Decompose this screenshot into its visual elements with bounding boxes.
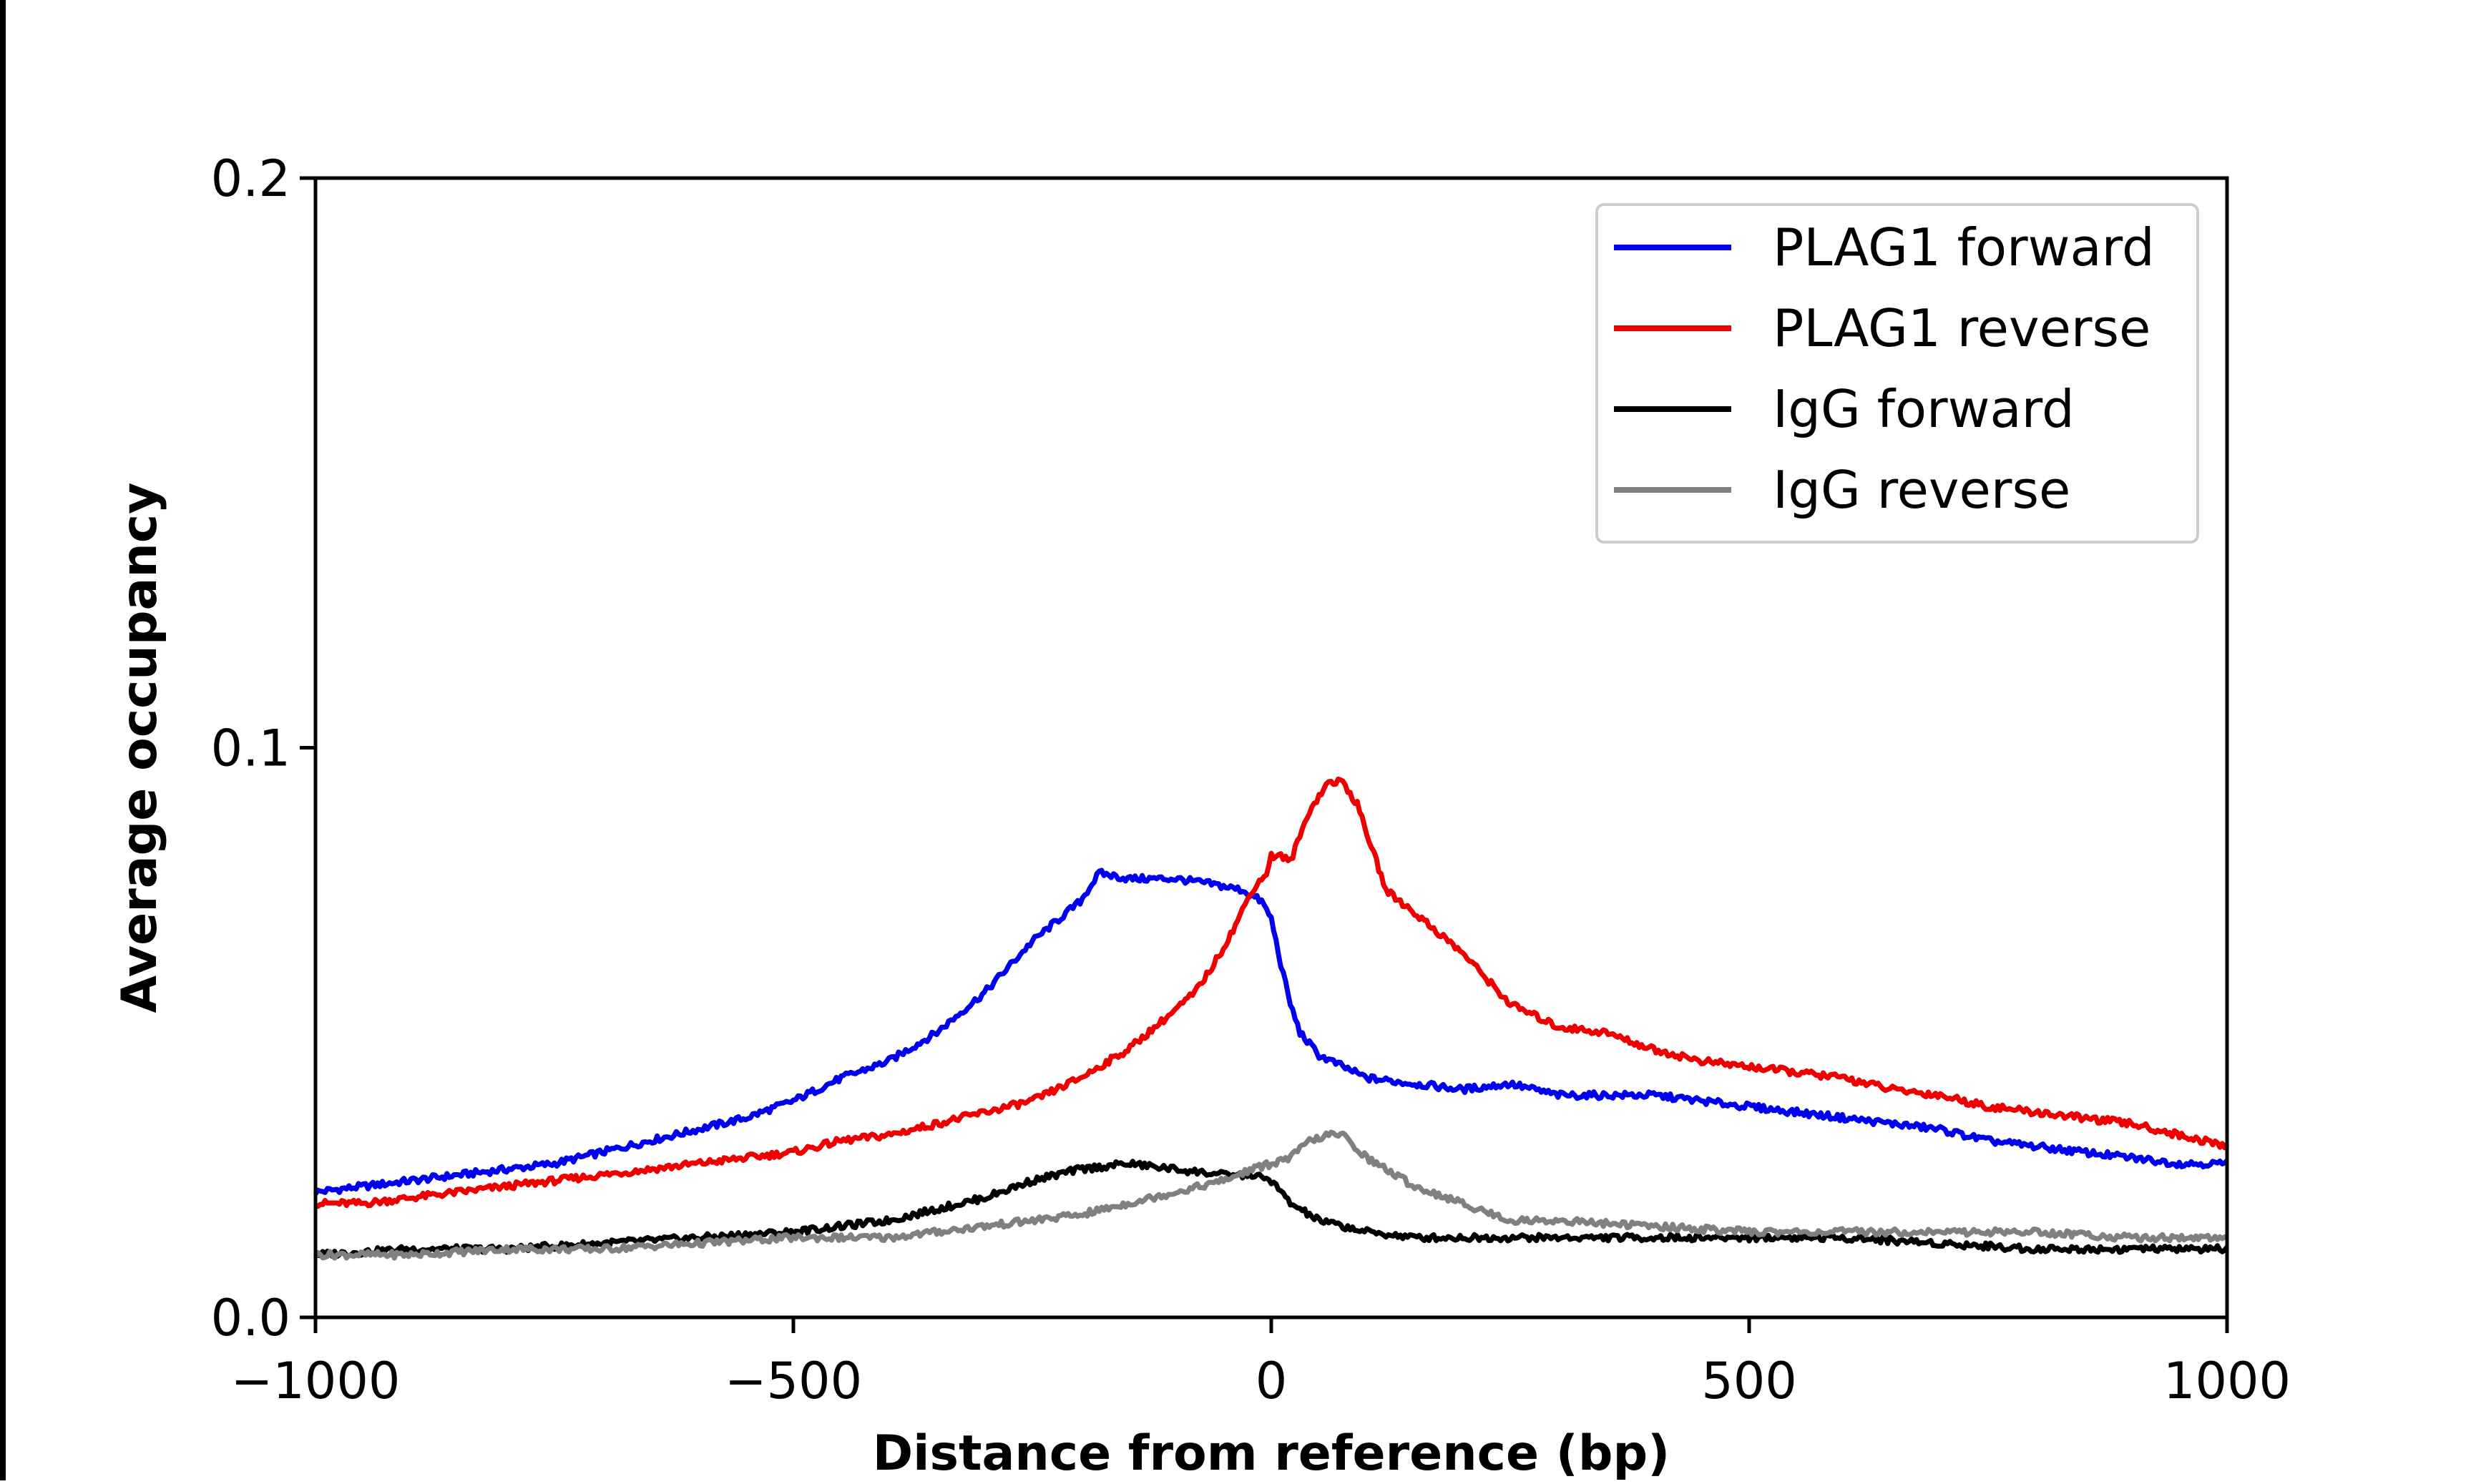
x-axis-ticks: −1000 −500 0 500 1000 bbox=[231, 1317, 2291, 1410]
legend-entry-label: PLAG1 reverse bbox=[1773, 298, 2150, 358]
x-axis-label: Distance from reference (bp) bbox=[873, 1425, 1670, 1480]
series-layer bbox=[313, 776, 2230, 1261]
y-axis-label: Average occupancy bbox=[112, 483, 168, 1013]
y-axis-ticks: 0.0 0.1 0.2 bbox=[211, 149, 315, 1347]
series-line-plag1-forward bbox=[313, 868, 2229, 1196]
legend: PLAG1 forward PLAG1 reverse IgG forward IgG… bbox=[1595, 203, 2199, 544]
x-tick-label: −500 bbox=[725, 1352, 862, 1410]
legend-entry-label: IgG reverse bbox=[1773, 460, 2070, 520]
y-tick-label: 0.2 bbox=[211, 149, 290, 208]
x-tick-label: 1000 bbox=[2163, 1352, 2291, 1410]
x-tick-label: −1000 bbox=[231, 1352, 401, 1410]
series-line-plag1-reverse bbox=[315, 776, 2230, 1209]
x-tick-label: 0 bbox=[1256, 1352, 1288, 1410]
legend-entry-label: PLAG1 forward bbox=[1773, 217, 2155, 277]
x-tick-label: 500 bbox=[1701, 1352, 1797, 1410]
series-line-igg-reverse bbox=[313, 1129, 2228, 1261]
series-line-igg-forward bbox=[314, 1159, 2229, 1259]
legend-box bbox=[1595, 203, 2199, 544]
legend-entry-label: IgG forward bbox=[1773, 379, 2075, 439]
y-tick-label: 0.1 bbox=[211, 719, 290, 778]
y-tick-label: 0.0 bbox=[211, 1289, 290, 1347]
left-border-bar bbox=[0, 0, 6, 1480]
